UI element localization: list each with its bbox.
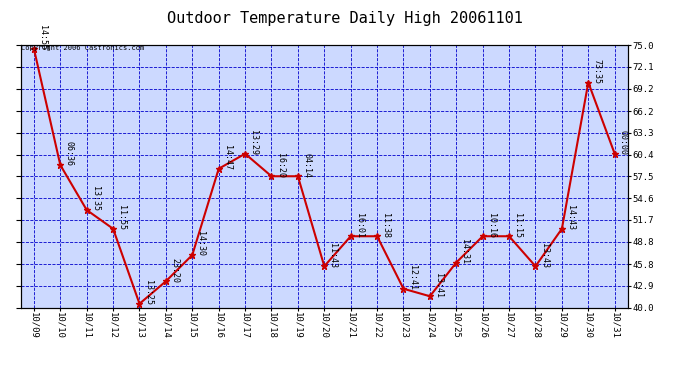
Text: 23:20: 23:20 [170, 258, 179, 283]
Text: 06:36: 06:36 [64, 141, 73, 166]
Text: 13:25: 13:25 [144, 280, 152, 305]
Text: 04:14: 04:14 [302, 153, 311, 178]
Text: 13:43: 13:43 [540, 243, 549, 268]
Text: Outdoor Temperature Daily High 20061101: Outdoor Temperature Daily High 20061101 [167, 11, 523, 26]
Text: 12:41: 12:41 [408, 265, 417, 290]
Text: 11:15: 11:15 [513, 213, 522, 238]
Text: 16:20: 16:20 [276, 153, 285, 178]
Text: 13:41: 13:41 [434, 273, 443, 298]
Text: 14:30: 14:30 [197, 231, 206, 256]
Text: Copyright 2006 Castronics.com: Copyright 2006 Castronics.com [21, 45, 144, 51]
Text: 14:55: 14:55 [38, 25, 47, 50]
Text: 11:43: 11:43 [328, 243, 337, 268]
Text: 11:55: 11:55 [117, 205, 126, 230]
Text: 73:35: 73:35 [593, 59, 602, 84]
Text: 16:01: 16:01 [355, 213, 364, 238]
Text: 14:47: 14:47 [223, 145, 232, 170]
Text: 00:00: 00:00 [619, 130, 628, 155]
Text: 10:16: 10:16 [487, 213, 496, 238]
Text: 11:38: 11:38 [382, 213, 391, 238]
Text: 14:31: 14:31 [460, 239, 469, 264]
Text: 14:43: 14:43 [566, 205, 575, 230]
Text: 13:29: 13:29 [249, 130, 258, 155]
Text: 13:35: 13:35 [91, 186, 100, 211]
